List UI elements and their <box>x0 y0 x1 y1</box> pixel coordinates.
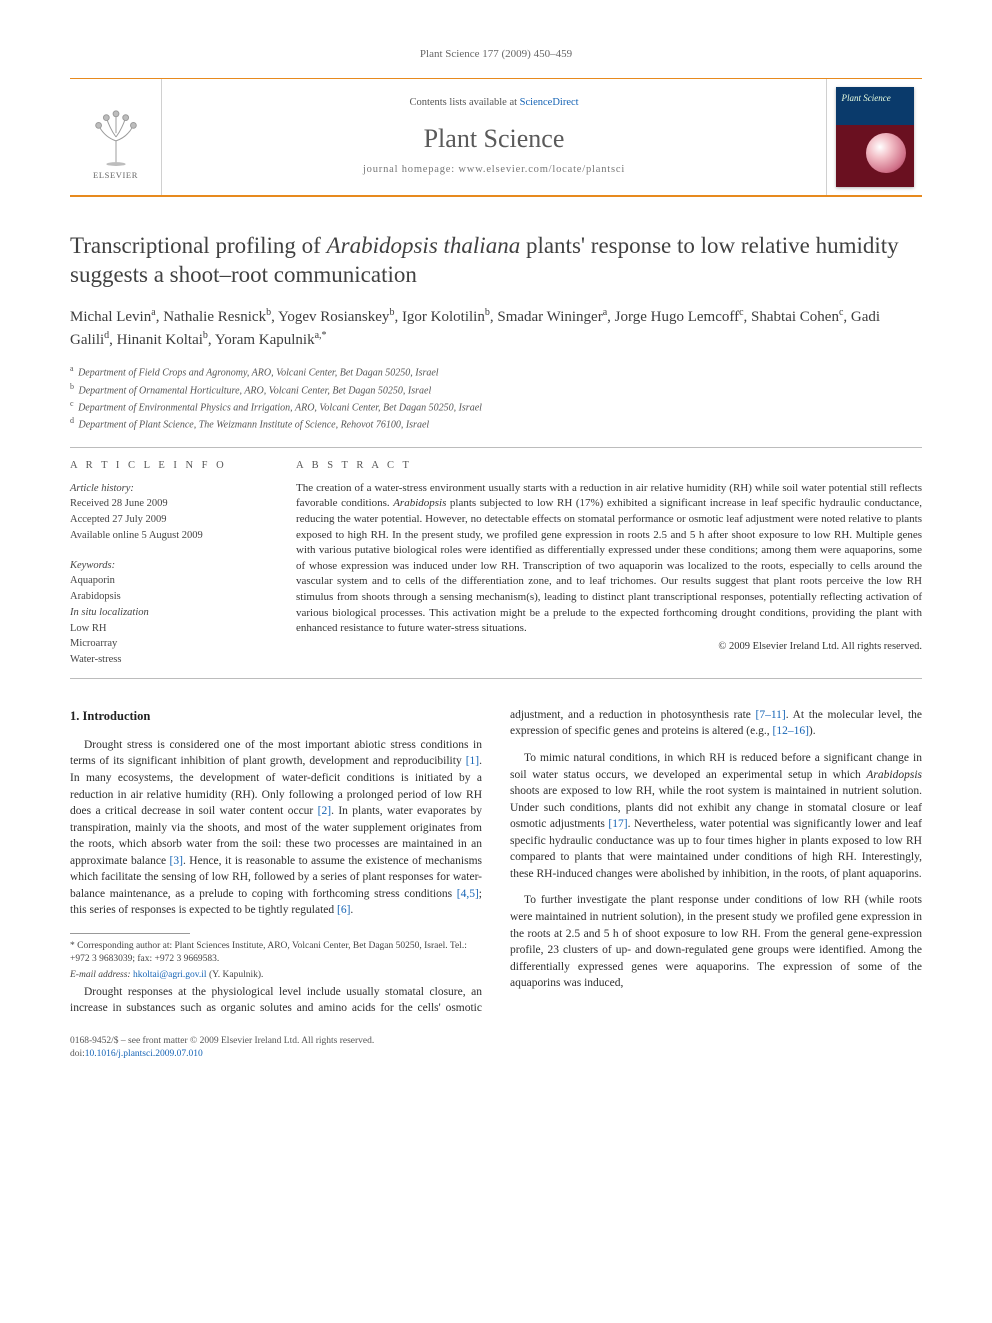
masthead-center: Contents lists available at ScienceDirec… <box>162 79 826 195</box>
history-line: Available online 5 August 2009 <box>70 528 268 544</box>
abstract: A B S T R A C T The creation of a water-… <box>296 460 922 668</box>
journal-cover-thumb: Plant Science <box>836 87 914 187</box>
publisher-logo-cell: ELSEVIER <box>70 79 162 195</box>
corr-email-link[interactable]: hkoltai@agri.gov.il <box>133 970 207 980</box>
contents-prefix: Contents lists available at <box>409 97 519 108</box>
corr-author-text: * Corresponding author at: Plant Science… <box>70 940 482 967</box>
journal-name: Plant Science <box>172 124 816 154</box>
affiliation-line: d Department of Plant Science, The Weizm… <box>70 415 922 432</box>
keywords-label: Keywords: <box>70 558 268 574</box>
divider-bottom <box>70 678 922 679</box>
keyword-item: Aquaporin <box>70 573 268 589</box>
page-footer: 0168-9452/$ – see front matter © 2009 El… <box>70 1035 922 1062</box>
cover-title: Plant Science <box>842 93 891 103</box>
author-list: Michal Levina, Nathalie Resnickb, Yogev … <box>70 306 922 352</box>
email-who: (Y. Kapulnik). <box>207 970 264 980</box>
contents-available: Contents lists available at ScienceDirec… <box>172 97 816 108</box>
body-columns: 1. Introduction Drought stress is consid… <box>70 707 922 1017</box>
tree-icon <box>87 108 145 166</box>
sciencedirect-link[interactable]: ScienceDirect <box>520 97 579 108</box>
keyword-item: In situ localization <box>70 605 268 621</box>
title-species: Arabidopsis thaliana <box>327 233 521 258</box>
info-abstract-row: A R T I C L E I N F O Article history: R… <box>70 460 922 668</box>
ref-link-6[interactable]: [6] <box>337 904 350 916</box>
homepage-url: www.elsevier.com/locate/plantsci <box>458 164 625 175</box>
keyword-item: Microarray <box>70 636 268 652</box>
p1-t6: . <box>350 904 353 916</box>
ref-link-2[interactable]: [2] <box>318 805 331 817</box>
corresponding-footnote: * Corresponding author at: Plant Science… <box>70 940 482 982</box>
keyword-item: Arabidopsis <box>70 589 268 605</box>
affiliation-line: a Department of Field Crops and Agronomy… <box>70 363 922 380</box>
intro-p1: Drought stress is considered one of the … <box>70 737 482 919</box>
abs-post: plants subjected to low RH (17%) exhibit… <box>296 497 922 634</box>
cover-cell: Plant Science <box>826 79 922 195</box>
affiliations: a Department of Field Crops and Agronomy… <box>70 363 922 432</box>
article-info: A R T I C L E I N F O Article history: R… <box>70 460 268 668</box>
p2-t3: ). <box>809 725 816 737</box>
intro-p3: To mimic natural conditions, in which RH… <box>510 750 922 882</box>
ref-link-3[interactable]: [3] <box>170 855 183 867</box>
masthead: ELSEVIER Contents lists available at Sci… <box>70 78 922 197</box>
p3-em: Arabidopsis <box>866 769 922 781</box>
abstract-copyright: © 2009 Elsevier Ireland Ltd. All rights … <box>296 641 922 652</box>
section-heading-intro: 1. Introduction <box>70 707 482 725</box>
affiliation-line: c Department of Environmental Physics an… <box>70 398 922 415</box>
abs-em: Arabidopsis <box>393 497 446 509</box>
cover-art-icon <box>866 133 906 173</box>
history-label: Article history: <box>70 481 268 497</box>
footnote-rule <box>70 933 190 934</box>
title-pre: Transcriptional profiling of <box>70 233 327 258</box>
ref-link-7-11[interactable]: [7–11] <box>756 709 786 721</box>
ref-link-17[interactable]: [17] <box>608 818 627 830</box>
ref-link-1[interactable]: [1] <box>466 755 479 767</box>
keywords-block: Keywords: AquaporinArabidopsisIn situ lo… <box>70 558 268 668</box>
history-line: Accepted 27 July 2009 <box>70 512 268 528</box>
article-info-label: A R T I C L E I N F O <box>70 460 268 471</box>
p1-t1: Drought stress is considered one of the … <box>70 739 482 768</box>
affiliation-line: b Department of Ornamental Horticulture,… <box>70 381 922 398</box>
doi-link[interactable]: 10.1016/j.plantsci.2009.07.010 <box>85 1049 203 1059</box>
ref-link-12-16[interactable]: [12–16] <box>773 725 809 737</box>
divider-top <box>70 447 922 448</box>
abstract-label: A B S T R A C T <box>296 460 922 471</box>
footer-doi: doi:10.1016/j.plantsci.2009.07.010 <box>70 1048 922 1061</box>
running-head: Plant Science 177 (2009) 450–459 <box>70 48 922 60</box>
publisher-name: ELSEVIER <box>93 170 138 180</box>
corr-email-line: E-mail address: hkoltai@agri.gov.il (Y. … <box>70 969 482 982</box>
homepage-prefix: journal homepage: <box>363 164 458 175</box>
abstract-text: The creation of a water-stress environme… <box>296 481 922 637</box>
intro-p4: To further investigate the plant respons… <box>510 892 922 991</box>
keyword-item: Low RH <box>70 621 268 637</box>
footer-copyright: 0168-9452/$ – see front matter © 2009 El… <box>70 1035 922 1048</box>
history-line: Received 28 June 2009 <box>70 496 268 512</box>
email-label: E-mail address: <box>70 970 133 980</box>
article-history: Article history: Received 28 June 2009Ac… <box>70 481 268 544</box>
p3-t1: To mimic natural conditions, in which RH… <box>510 752 922 781</box>
page-root: Plant Science 177 (2009) 450–459 <box>0 0 992 1102</box>
article-title: Transcriptional profiling of Arabidopsis… <box>70 231 922 290</box>
ref-link-4-5[interactable]: [4,5] <box>457 888 479 900</box>
elsevier-logo: ELSEVIER <box>79 94 153 180</box>
journal-homepage: journal homepage: www.elsevier.com/locat… <box>172 164 816 175</box>
keyword-item: Water-stress <box>70 652 268 668</box>
doi-label: doi: <box>70 1049 85 1059</box>
